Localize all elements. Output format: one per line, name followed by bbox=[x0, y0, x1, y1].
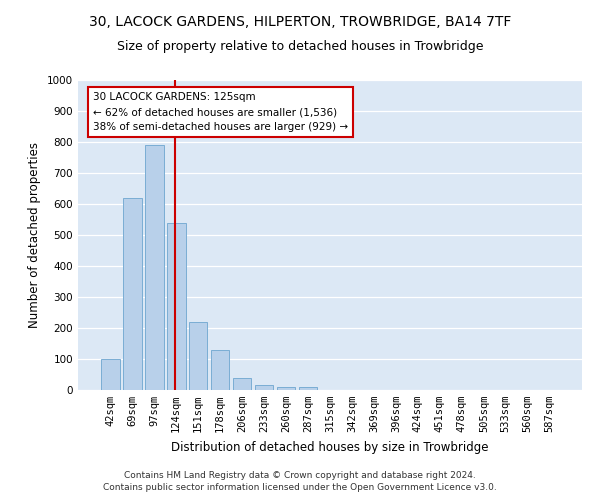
Bar bbox=[255, 386, 274, 390]
Bar bbox=[123, 198, 142, 390]
Bar bbox=[211, 350, 229, 390]
Text: 30, LACOCK GARDENS, HILPERTON, TROWBRIDGE, BA14 7TF: 30, LACOCK GARDENS, HILPERTON, TROWBRIDG… bbox=[89, 15, 511, 29]
Bar bbox=[167, 222, 185, 390]
Text: 30 LACOCK GARDENS: 125sqm
← 62% of detached houses are smaller (1,536)
38% of se: 30 LACOCK GARDENS: 125sqm ← 62% of detac… bbox=[93, 92, 348, 132]
X-axis label: Distribution of detached houses by size in Trowbridge: Distribution of detached houses by size … bbox=[171, 440, 489, 454]
Bar bbox=[299, 387, 317, 390]
Bar bbox=[101, 359, 119, 390]
Bar bbox=[277, 387, 295, 390]
Bar bbox=[189, 322, 208, 390]
Text: Contains HM Land Registry data © Crown copyright and database right 2024.
Contai: Contains HM Land Registry data © Crown c… bbox=[103, 471, 497, 492]
Bar bbox=[145, 145, 164, 390]
Bar bbox=[233, 378, 251, 390]
Text: Size of property relative to detached houses in Trowbridge: Size of property relative to detached ho… bbox=[117, 40, 483, 53]
Y-axis label: Number of detached properties: Number of detached properties bbox=[28, 142, 41, 328]
